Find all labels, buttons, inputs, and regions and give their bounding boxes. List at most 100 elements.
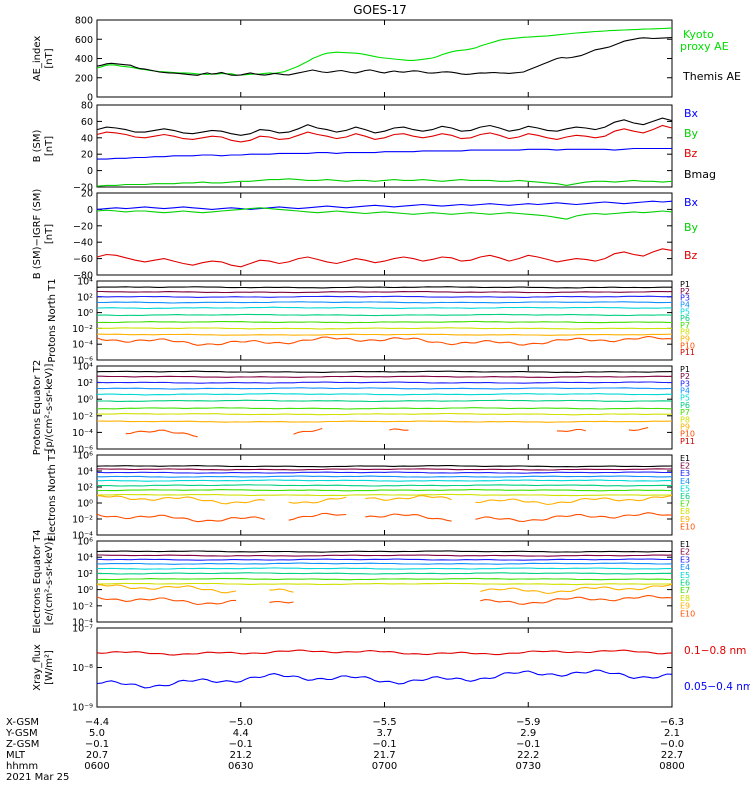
legend-e6: E6	[680, 492, 690, 501]
y-tick-label: −60	[73, 254, 93, 265]
legend-p6: P6	[680, 401, 690, 410]
y-tick-label: 10⁻⁷	[72, 624, 93, 635]
channel-line-e10	[96, 594, 673, 606]
channel-line-p6	[96, 313, 673, 317]
x-value: 21.7	[373, 750, 395, 761]
series-line-bmag	[96, 117, 673, 136]
legend-proxy-ae: proxy AE	[680, 40, 729, 53]
channel-line-e2	[97, 554, 673, 557]
y-tick-label: 10⁻²	[72, 515, 93, 526]
channel-line-p8	[96, 327, 673, 330]
series-line-bz	[96, 248, 673, 268]
legend-p10: P10	[680, 430, 695, 439]
legend-p4: P4	[680, 387, 690, 396]
x-value: −0.1	[372, 739, 396, 750]
x-value: −0.0	[660, 739, 684, 750]
channel-line-p8	[96, 412, 673, 416]
panel-frame	[96, 627, 673, 708]
panel-frame	[96, 280, 673, 361]
legend-e3: E3	[680, 469, 690, 478]
panel-7: Electrons Equator T4[e/(cm²-s-sr-keV)] 10…	[32, 529, 695, 633]
legend-p4: P4	[680, 300, 690, 309]
x-value: −5.0	[229, 717, 253, 728]
legend-kyoto: Kyoto	[683, 28, 714, 41]
y-axis-label: Electrons Equator T4[e/(cm²-s-sr-keV)]	[32, 529, 55, 633]
panel-frame	[96, 192, 673, 276]
legend-p1: P1	[680, 365, 690, 374]
legend-p11: P11	[680, 348, 695, 357]
x-value: 0800	[659, 761, 684, 772]
y-tick-label: 400	[75, 54, 93, 65]
x-value: −4.4	[85, 717, 109, 728]
legend-e3: E3	[680, 555, 690, 564]
y-tick-label: 10⁻⁴	[72, 531, 93, 542]
legend-e8: E8	[680, 507, 690, 516]
y-tick-label: 10⁻⁴	[72, 340, 93, 351]
legend-xray-long: 0.1−0.8 nm	[684, 645, 746, 657]
channel-line-e5	[97, 479, 672, 482]
y-tick-label: 10⁶	[77, 451, 93, 462]
legend-themis-ae: Themis AE	[682, 70, 741, 83]
channel-line-p1	[96, 286, 672, 289]
channel-line-e2	[96, 468, 673, 471]
legend-p8: P8	[680, 415, 690, 424]
y-tick-label: 10²	[77, 483, 93, 494]
x-row-label: X-GSM	[6, 717, 39, 728]
date-label: 2021 Mar 25	[6, 772, 69, 783]
x-value: 4.4	[233, 728, 249, 739]
series-line-themis-ae	[96, 36, 673, 76]
y-tick-label: 0	[87, 205, 93, 216]
legend-by: By	[684, 127, 699, 140]
legend-p6: P6	[680, 314, 690, 323]
legend-p5: P5	[680, 307, 690, 316]
legend-p2: P2	[680, 372, 690, 381]
channel-line-p2	[97, 375, 673, 378]
channel-line-e7	[96, 577, 673, 581]
y-axis-label: Xray_flux[W/m²]	[32, 644, 55, 691]
y-tick-label: 600	[75, 35, 93, 46]
legend-e9: E9	[680, 602, 690, 611]
y-tick-label: 10⁰	[77, 585, 93, 596]
x-value: 22.7	[661, 750, 683, 761]
legend-e8: E8	[680, 594, 690, 603]
channel-line-e8	[96, 582, 673, 586]
channel-line-p10	[125, 427, 649, 438]
legend-p3: P3	[680, 379, 690, 388]
panel-frame	[96, 104, 673, 188]
x-value: 0730	[516, 761, 541, 772]
channel-line-p4	[96, 301, 673, 304]
panel-6: Electrons North T3 10⁶ 10⁴ 10² 10⁰ 10⁻² 10⁻⁴ E1…	[47, 448, 695, 541]
y-tick-label: −40	[73, 238, 93, 249]
legend-e2: E2	[680, 548, 690, 557]
channel-line-p6	[96, 399, 673, 403]
legend-p9: P9	[680, 335, 690, 344]
channel-line-p10	[96, 335, 673, 346]
legend-bz: Bz	[684, 147, 698, 160]
legend-e10: E10	[680, 609, 695, 618]
y-axis-label: B (SM)[nT]	[32, 129, 55, 162]
legend-p9: P9	[680, 422, 690, 431]
series-line-by	[96, 207, 673, 220]
panel-3: B (SM)−IGRF (SM)[nT] 20 0 −20 −40 −60 −80 Bx By B…	[32, 189, 699, 282]
y-tick-label: 40	[81, 133, 93, 144]
legend-p7: P7	[680, 321, 690, 330]
legend-p1: P1	[680, 280, 690, 289]
channel-line-p3	[96, 295, 672, 298]
y-tick-label: 10⁻⁶	[72, 356, 93, 367]
y-tick-label: 10²	[77, 378, 93, 389]
y-tick-label: 10⁻⁶	[72, 445, 93, 456]
panel-frame	[96, 365, 673, 450]
y-tick-label: 10⁶	[77, 537, 93, 548]
legend-bz: Bz	[684, 249, 698, 262]
channel-line-e9	[96, 583, 673, 595]
legend-p5: P5	[680, 394, 690, 403]
x-axis-table: X-GSM −4.4 −5.0 −5.5 −5.9 −6.3 Y-GSM 5.0 4.4 3.7 2…	[5, 717, 685, 783]
channel-line-e8	[96, 493, 673, 497]
y-tick-label: 10⁻⁹	[72, 703, 93, 714]
legend-bx: Bx	[684, 107, 699, 120]
panel-5: Protons Equator T2[p/(cm²-s-sr-keV)] 10⁴ 1…	[32, 360, 695, 456]
y-tick-label: 10⁻²	[72, 601, 93, 612]
y-tick-label: −20	[73, 221, 93, 232]
y-axis-label: B (SM)−IGRF (SM)[nT]	[32, 189, 55, 280]
